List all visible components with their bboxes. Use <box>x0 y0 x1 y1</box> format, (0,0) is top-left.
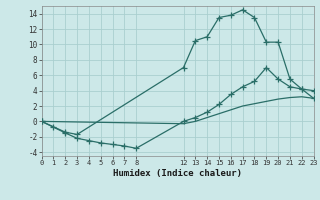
X-axis label: Humidex (Indice chaleur): Humidex (Indice chaleur) <box>113 169 242 178</box>
